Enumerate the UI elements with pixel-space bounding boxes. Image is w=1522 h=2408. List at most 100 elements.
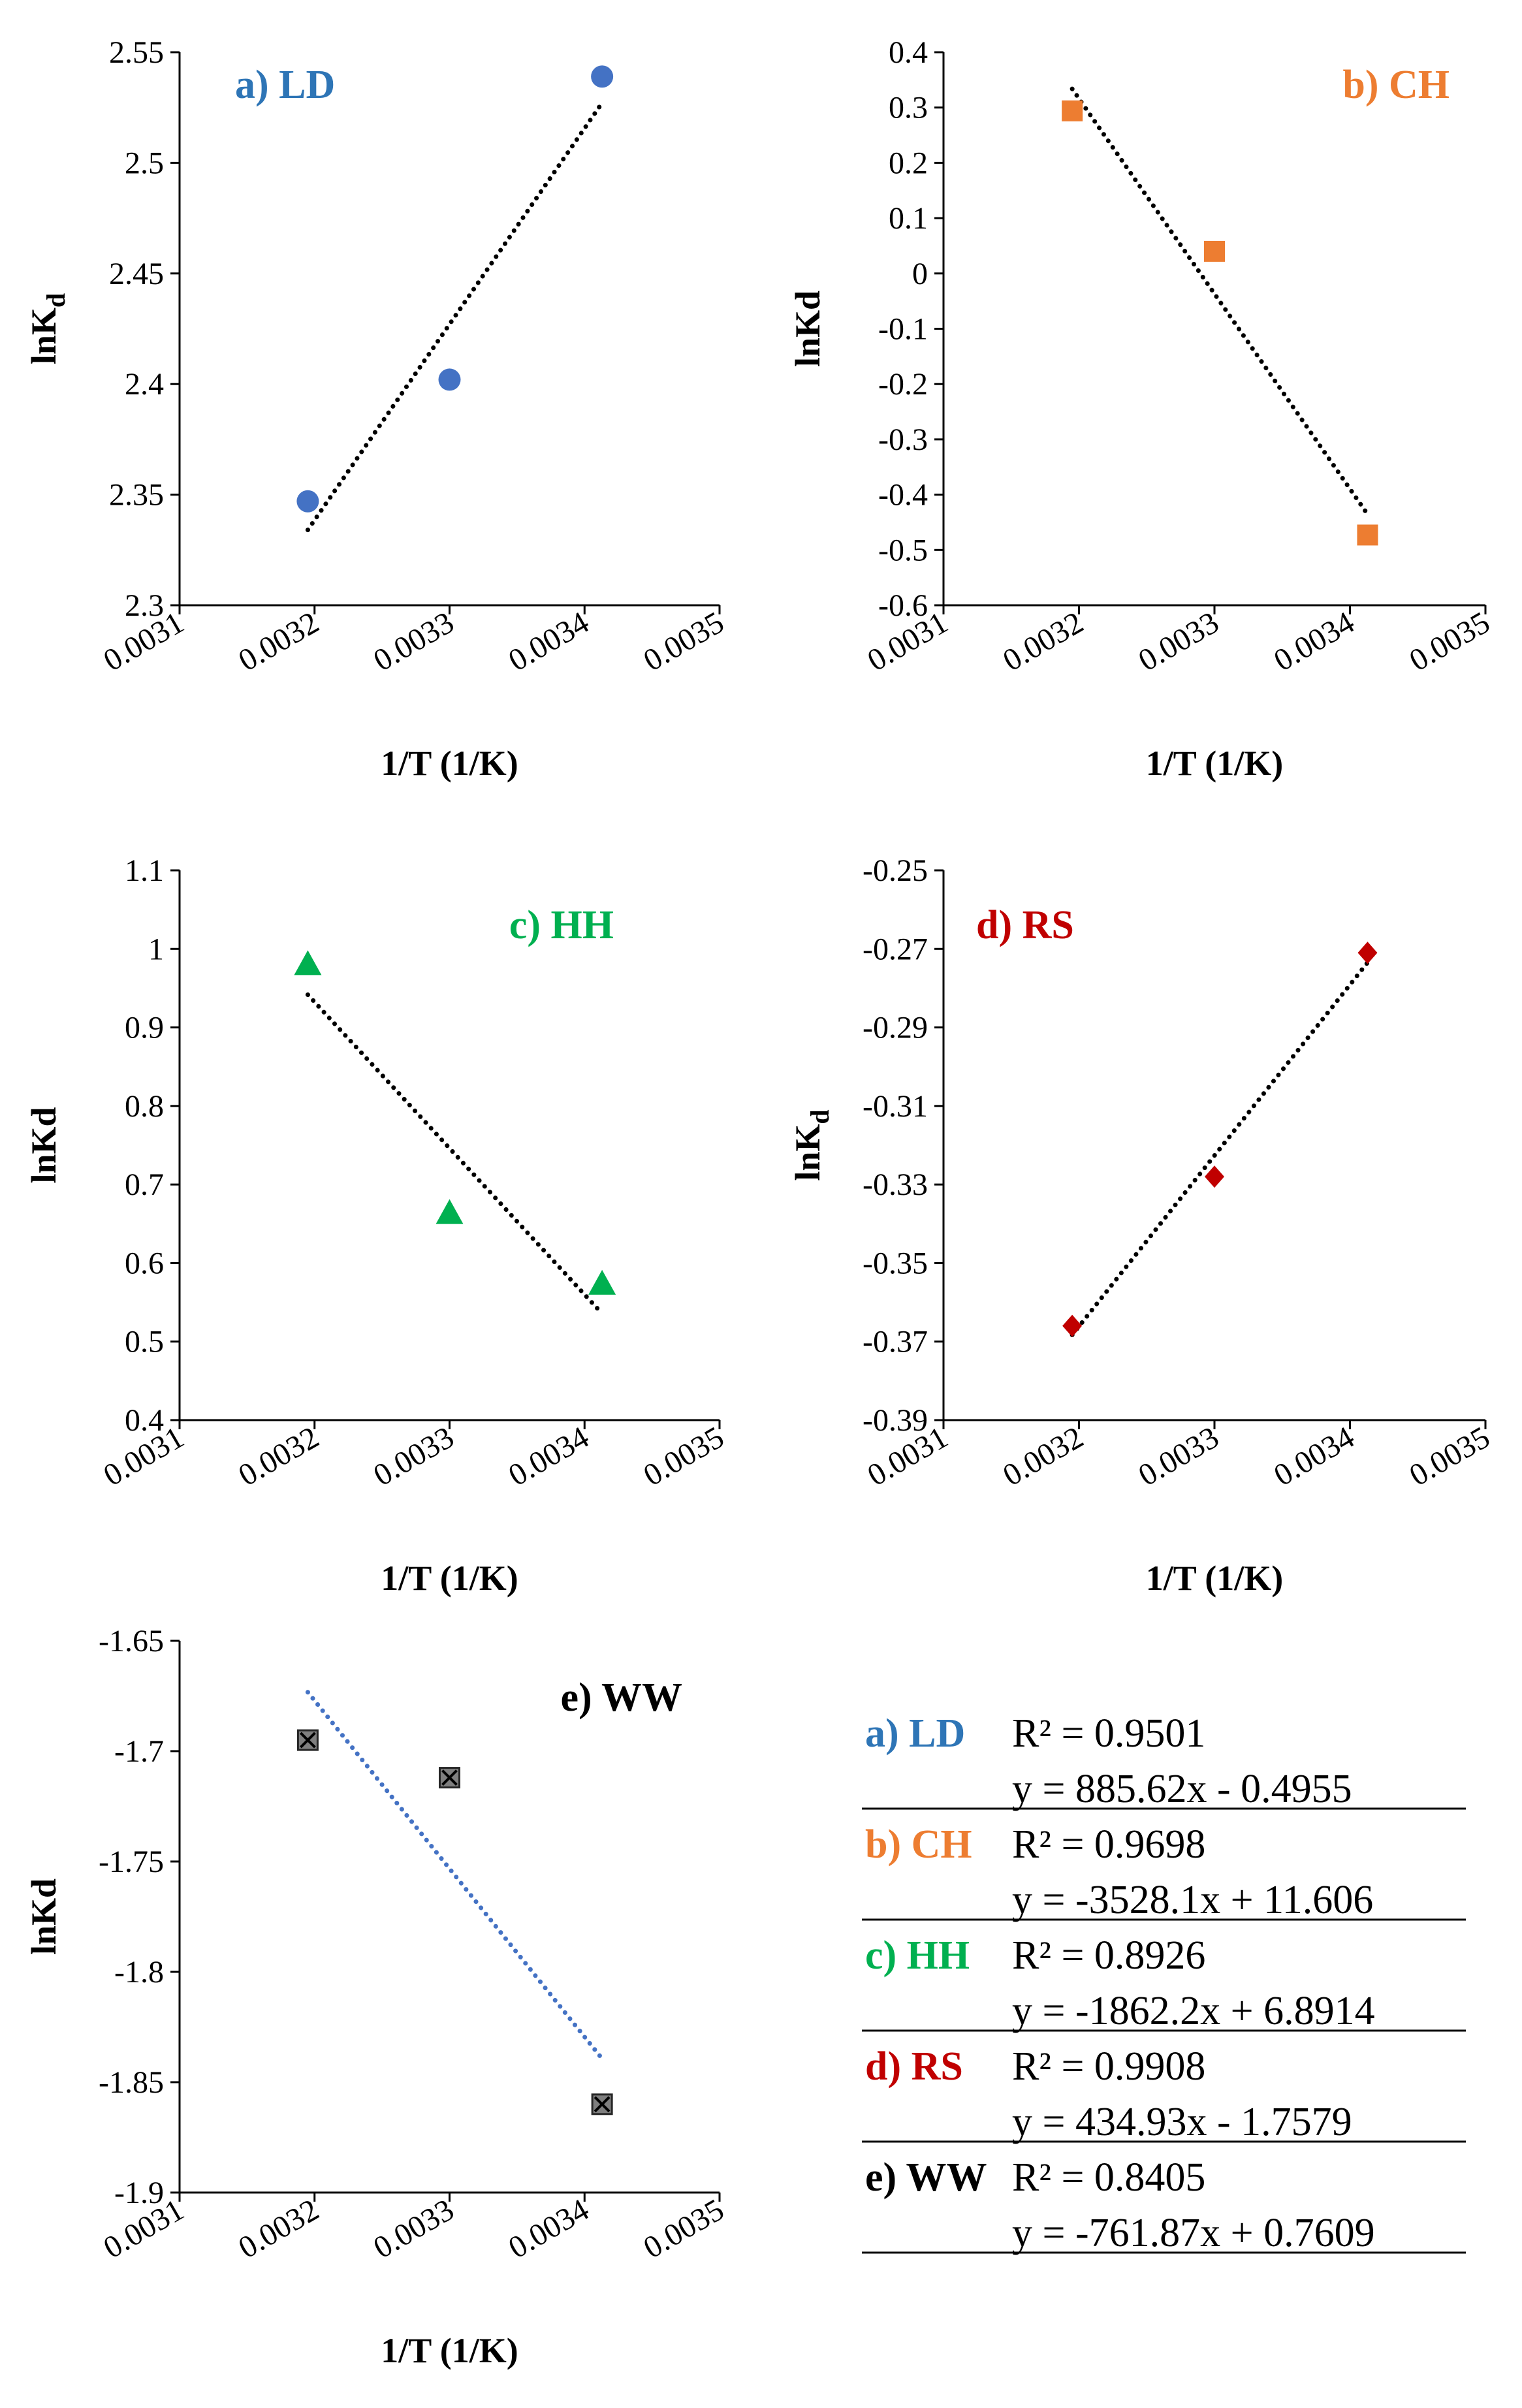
regression-row: b) CH R² = 0.9698 y = -3528.1x + 11.606 — [862, 1822, 1466, 1922]
y-tick-label: -1.9 — [114, 2176, 164, 2210]
chart-panel-2: -0.6 -0.5 -0.4 -0.3 -0.2 -0.1 0 0.1 0.2 0.3 0.4 0.0… — [788, 35, 1496, 783]
y-axis-label-subscript: d — [41, 293, 71, 308]
panel-title: b) CH — [1342, 63, 1450, 107]
y-tick-label: 1.1 — [125, 853, 164, 888]
y-tick-label: -0.35 — [863, 1246, 928, 1280]
data-point-cross — [594, 2096, 610, 2113]
data-point — [296, 490, 319, 513]
y-axis-label: lnKd — [24, 1878, 63, 1955]
regression-series-name: c) HH — [865, 1933, 970, 1978]
y-tick-label: -0.39 — [863, 1403, 928, 1438]
x-tick-label: 0.0034 — [503, 605, 595, 678]
data-point — [1357, 524, 1378, 546]
data-point — [591, 65, 614, 88]
y-tick-label: 0 — [912, 257, 928, 291]
y-tick-label: -1.65 — [99, 1624, 164, 1658]
regression-row: c) HH R² = 0.8926 y = -1862.2x + 6.8914 — [862, 1933, 1466, 2033]
y-axis-label: lnKd — [24, 1107, 63, 1183]
y-tick-label: 0.1 — [889, 201, 928, 236]
y-tick-label: 0.2 — [889, 146, 928, 180]
y-axis-label: lnKd — [24, 293, 71, 364]
regression-series-name: a) LD — [865, 1711, 965, 1756]
y-tick-label: 2.45 — [109, 257, 164, 291]
y-axis-label: lnKd — [788, 291, 827, 367]
y-tick-label: 0.7 — [125, 1167, 164, 1202]
regression-r-squared: R² = 0.9698 — [1012, 1822, 1205, 1867]
data-point — [296, 1729, 319, 1751]
x-tick-label: 0.0032 — [232, 605, 325, 678]
regression-summary-table: a) LD R² = 0.9501 y = 885.62x - 0.4955 b) C… — [862, 1711, 1466, 2255]
chart-panel-3: 0.40.50.60.70.80.911.10.0031 0.0032 0.0033… — [24, 853, 730, 1598]
trendline — [1070, 960, 1370, 1337]
y-tick-label: -1.75 — [99, 1845, 164, 1879]
x-tick-label: 0.0035 — [1404, 1420, 1496, 1493]
y-tick-label: 2.3 — [125, 588, 164, 623]
y-tick-label: -1.85 — [99, 2065, 164, 2100]
regression-row: e) WW R² = 0.8405 y = -761.87x + 0.7609 — [862, 2155, 1466, 2255]
y-tick-label: 0.4 — [889, 35, 928, 70]
x-tick-label: 0.0032 — [997, 605, 1089, 678]
y-tick-label: -0.37 — [863, 1325, 928, 1359]
y-tick-label: 0.4 — [125, 1403, 164, 1438]
panel-title: d) RS — [976, 903, 1074, 947]
x-tick-label: 0.0035 — [638, 605, 730, 678]
x-tick-label: 0.0035 — [1404, 605, 1496, 678]
data-point — [439, 1767, 460, 1789]
data-point — [436, 1199, 464, 1224]
regression-equation: y = 434.93x - 1.7579 — [1012, 2100, 1352, 2144]
panel-title: a) LD — [235, 63, 335, 107]
x-tick-label: 0.0033 — [368, 2193, 460, 2266]
x-axis-label: 1/T (1/K) — [381, 744, 518, 783]
y-tick-label: -0.33 — [863, 1167, 928, 1202]
y-tick-label: -0.6 — [878, 588, 928, 623]
regression-series-name: b) CH — [865, 1822, 972, 1867]
data-point-cross — [299, 1732, 316, 1749]
regression-row: d) RS R² = 0.9908 y = 434.93x - 1.7579 — [862, 2044, 1466, 2144]
x-tick-label: 0.0034 — [503, 1420, 595, 1493]
y-tick-label: 0.9 — [125, 1011, 164, 1045]
y-tick-label: -0.5 — [878, 533, 928, 567]
y-axis-label-main: lnKd — [24, 1107, 63, 1183]
y-axis-label-main: lnKd — [788, 291, 827, 367]
data-point — [1357, 942, 1378, 964]
x-axis-label: 1/T (1/K) — [381, 2331, 518, 2370]
y-tick-label: -0.1 — [878, 312, 928, 347]
data-point — [294, 950, 322, 975]
y-tick-label: -0.29 — [863, 1011, 928, 1045]
panel-title: e) WW — [560, 1675, 682, 1720]
y-axis-label-main: lnKd — [24, 1878, 63, 1955]
x-axis-label: 1/T (1/K) — [381, 1559, 518, 1598]
data-point — [588, 1269, 616, 1295]
regression-row: a) LD R² = 0.9501 y = 885.62x - 0.4955 — [862, 1711, 1466, 1811]
data-point — [1205, 1165, 1224, 1188]
x-tick-label: 0.0033 — [1133, 605, 1225, 678]
data-point — [438, 368, 461, 391]
y-tick-label: -0.3 — [878, 422, 928, 457]
y-tick-label: -0.27 — [863, 932, 928, 966]
y-tick-label: -1.7 — [114, 1734, 164, 1769]
x-tick-label: 0.0035 — [638, 1420, 730, 1493]
y-axis-label-main: lnK — [788, 1124, 827, 1181]
regression-equation: y = -1862.2x + 6.8914 — [1012, 1989, 1375, 2033]
regression-equation: y = 885.62x - 0.4955 — [1012, 1767, 1352, 1811]
x-tick-label: 0.0032 — [232, 2193, 325, 2266]
x-tick-label: 0.0033 — [1133, 1420, 1225, 1493]
x-tick-label: 0.0034 — [1268, 1420, 1360, 1493]
x-tick-label: 0.0034 — [503, 2193, 595, 2266]
data-point — [1204, 240, 1225, 262]
y-tick-label: 1 — [148, 932, 164, 966]
y-tick-label: 0.8 — [125, 1089, 164, 1124]
data-point — [1062, 1314, 1083, 1337]
x-tick-label: 0.0033 — [368, 1420, 460, 1493]
y-tick-label: 2.5 — [125, 146, 164, 180]
regression-equation: y = -761.87x + 0.7609 — [1012, 2211, 1375, 2255]
chart-panel-1: 2.32.352.42.452.52.550.0031 0.0032 0.0033 0… — [24, 35, 730, 783]
y-tick-label: -0.2 — [878, 367, 928, 402]
y-tick-label: 0.3 — [889, 91, 928, 125]
trendline — [305, 992, 605, 1316]
data-point — [1062, 100, 1083, 121]
x-tick-label: 0.0032 — [232, 1420, 325, 1493]
y-tick-label: -1.8 — [114, 1955, 164, 1989]
x-axis-label: 1/T (1/K) — [1146, 744, 1284, 783]
